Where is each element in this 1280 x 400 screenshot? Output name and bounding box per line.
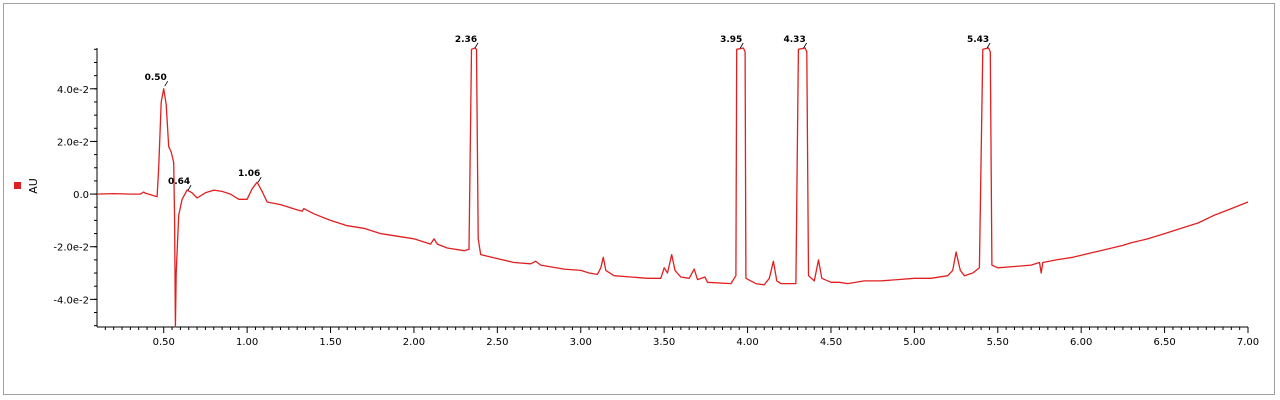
x-tick-label: 4.50	[820, 337, 842, 348]
peak-leader	[739, 42, 744, 49]
peak-leader	[474, 42, 479, 49]
x-tick-label: 2.00	[403, 337, 425, 348]
peak-label: 2.36	[455, 35, 477, 45]
y-tick-label: -2.0e-2	[53, 243, 89, 254]
x-tick-label: 5.00	[903, 337, 925, 348]
x-tick-label: 7.00	[1237, 337, 1259, 348]
y-axis-title: AU	[27, 178, 40, 194]
series-legend-marker	[14, 182, 21, 189]
peak-leader	[257, 177, 262, 183]
x-tick-label: 6.00	[1070, 337, 1092, 348]
x-tick-label: 2.50	[486, 337, 508, 348]
x-tick-label: 4.00	[736, 337, 758, 348]
x-tick-label: 0.50	[153, 337, 175, 348]
x-tick-label: 5.50	[987, 337, 1009, 348]
peak-label: 4.33	[784, 35, 806, 45]
peak-leader	[187, 184, 192, 191]
x-tick-label: 6.50	[1153, 337, 1175, 348]
chromatogram-trace	[96, 47, 1249, 328]
peak-label: 1.06	[238, 169, 260, 179]
peak-leader	[164, 80, 169, 87]
peak-leader	[986, 42, 991, 49]
x-tick-label: 3.00	[570, 337, 592, 348]
y-tick-label: 0.0	[73, 190, 89, 201]
chart-frame	[3, 3, 1275, 395]
y-tick-label: 2.0e-2	[57, 137, 89, 148]
x-tick-label: 3.50	[653, 337, 675, 348]
peak-label: 3.95	[720, 35, 742, 45]
peak-label: 5.43	[967, 35, 989, 45]
x-tick-label: 1.00	[236, 337, 258, 348]
peak-label: 0.50	[145, 73, 167, 83]
x-tick-label: 1.50	[319, 337, 341, 348]
peak-leader	[803, 42, 807, 49]
y-tick-label: 4.0e-2	[57, 85, 89, 96]
peak-label: 0.64	[168, 177, 190, 187]
y-tick-label: -4.0e-2	[53, 295, 89, 306]
